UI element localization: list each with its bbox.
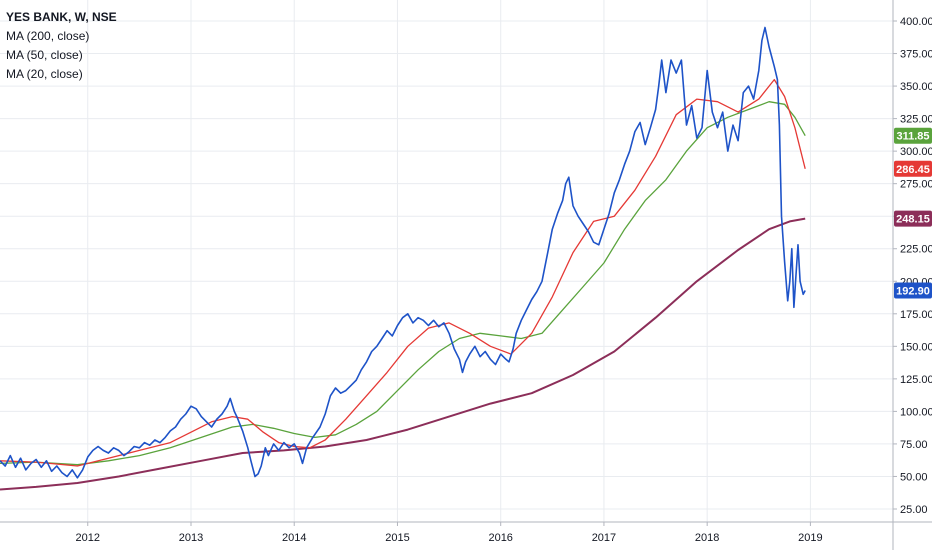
price-badge: 192.90 <box>894 282 932 299</box>
chart-legend: YES BANK, W, NSE MA (200, close) MA (50,… <box>6 8 117 84</box>
y-tick-label: 150.00 <box>900 341 932 353</box>
price-badge-bg <box>894 282 932 299</box>
y-tick-label: 300.00 <box>900 146 932 158</box>
y-tick-label: 375.00 <box>900 49 932 61</box>
series-line-ma20 <box>0 78 806 467</box>
chart-grid <box>0 0 893 522</box>
y-tick-label: 275.00 <box>900 179 932 191</box>
y-tick-label: 350.00 <box>900 81 932 93</box>
price-badge-label: 286.45 <box>896 164 930 176</box>
legend-ma50: MA (50, close) <box>6 48 83 62</box>
price-badge: 248.15 <box>894 210 932 227</box>
series-line-price <box>0 26 806 479</box>
price-badge-label: 248.15 <box>896 214 930 226</box>
x-tick-label: 2013 <box>179 532 203 544</box>
price-badge: 311.85 <box>894 127 932 144</box>
y-tick-label: 400.00 <box>900 16 932 28</box>
x-tick-label: 2019 <box>798 532 822 544</box>
price-badge-bg <box>894 210 932 227</box>
price-badge: 286.45 <box>894 160 932 177</box>
series-line-ma200 <box>0 217 806 491</box>
price-badge-label: 311.85 <box>896 131 929 143</box>
y-tick-label: 175.00 <box>900 309 932 321</box>
y-tick-label: 325.00 <box>900 114 932 126</box>
chart-series <box>0 26 806 491</box>
y-tick-label: 100.00 <box>900 406 932 418</box>
y-tick-label: 125.00 <box>900 374 932 386</box>
y-tick-label: 50.00 <box>900 471 928 483</box>
x-tick-label: 2018 <box>695 532 719 544</box>
price-badge-bg <box>894 127 932 144</box>
x-tick-label: 2017 <box>592 532 616 544</box>
x-tick-label: 2014 <box>282 532 306 544</box>
legend-ma20: MA (20, close) <box>6 67 83 81</box>
legend-symbol: YES BANK, W, NSE <box>6 10 117 24</box>
legend-ma200: MA (200, close) <box>6 29 90 43</box>
price-badge-label: 192.90 <box>896 286 930 298</box>
y-tick-label: 75.00 <box>900 439 928 451</box>
price-scale-badges: 311.85 286.45 248.15 192.90 <box>894 127 932 299</box>
y-tick-label: 25.00 <box>900 504 928 516</box>
x-tick-label: 2016 <box>488 532 512 544</box>
x-tick-label: 2012 <box>76 532 100 544</box>
series-line-ma50 <box>0 101 806 466</box>
x-tick-label: 2015 <box>385 532 409 544</box>
y-tick-label: 225.00 <box>900 244 932 256</box>
price-badge-bg <box>894 160 932 177</box>
